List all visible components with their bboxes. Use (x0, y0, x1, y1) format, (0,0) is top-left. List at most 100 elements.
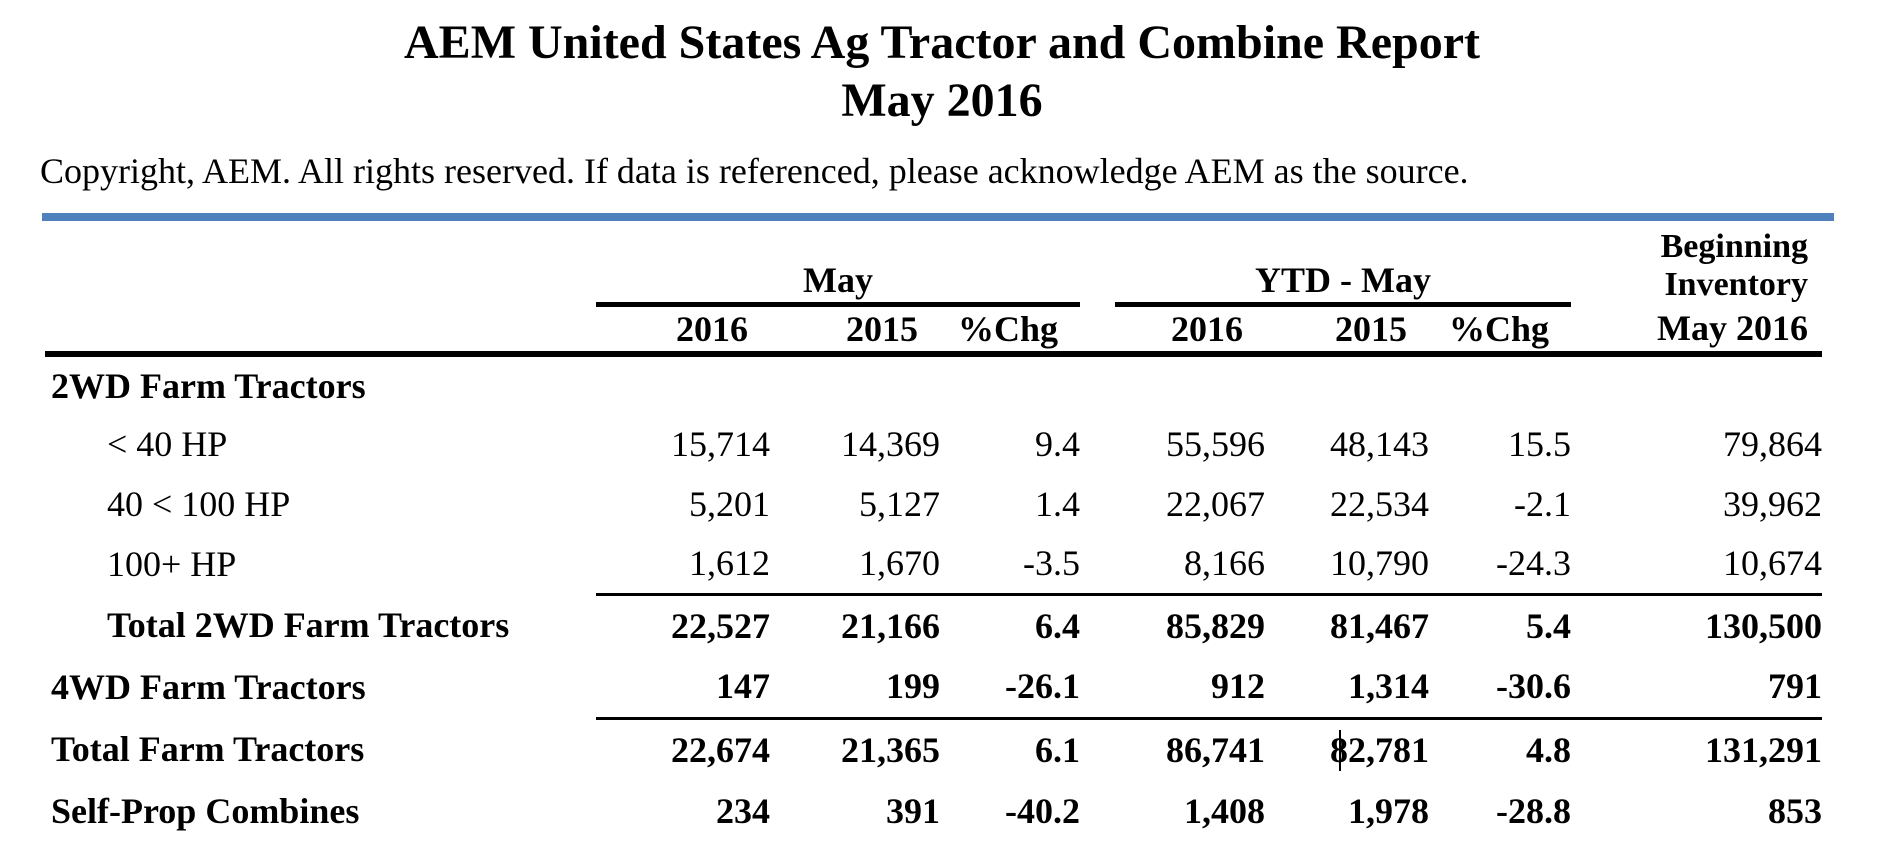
page-title: AEM United States Ag Tractor and Combine… (0, 14, 1884, 130)
column-gap (1080, 304, 1115, 357)
cell-ytd-chg: 5.4 (1429, 592, 1572, 656)
cell-may-2016: 5,201 (689, 484, 770, 524)
inventory-header-line1: Beginning (1660, 228, 1809, 265)
cell-may-2015: 1,670 (859, 543, 940, 584)
row-label: < 40 HP (107, 424, 228, 464)
column-gap (1080, 228, 1115, 304)
inventory-header-line2: Inventory (1664, 266, 1809, 303)
cell-ytd-2016: 8,166 (1184, 543, 1265, 584)
row-label: 40 < 100 HP (107, 484, 291, 524)
cell-may-2016: 22,527 (596, 592, 770, 656)
cell-may-2015: 21,166 (770, 592, 940, 656)
cell-ytd-2015 (1265, 354, 1429, 414)
cell-inventory: 791 (1768, 666, 1823, 707)
cell-may-2016: 15,714 (671, 424, 770, 464)
table-row-category-2wd: 2WD Farm Tractors (45, 354, 1822, 414)
column-gap (1080, 780, 1115, 842)
cell-may-2016 (596, 354, 770, 414)
cell-ytd-2016: 22,067 (1166, 484, 1265, 524)
column-gap (1080, 474, 1115, 534)
cell-may-chg: -40.2 (1005, 791, 1080, 831)
table-group-header-row: May YTD - May Beginning Inventory (45, 228, 1822, 307)
col-header-may-2016: 2016 (596, 304, 770, 357)
cell-ytd-2016 (1115, 354, 1265, 414)
cell-ytd-chg: -2.1 (1514, 484, 1572, 524)
cell-ytd-2015: 48,143 (1330, 424, 1429, 464)
cell-ytd-2015: 1,978 (1348, 791, 1429, 831)
row-label: 100+ HP (107, 544, 237, 584)
cell-may-2015: 21,365 (770, 716, 940, 780)
cell-ytd-chg (1429, 354, 1571, 414)
cell-may-chg: 9.4 (1035, 424, 1080, 464)
col-header-ytd-2016: 2016 (1115, 304, 1265, 357)
column-gap (1080, 414, 1115, 474)
column-group-ytd: YTD - May (1115, 228, 1572, 307)
cell-may-chg: -3.5 (1023, 543, 1080, 584)
accent-divider (42, 213, 1834, 221)
column-gap (1080, 592, 1115, 656)
table-column-header-row: 2016 2015 %Chg 2016 2015 %Chg May 2016 (45, 304, 1823, 357)
table-row-total-farm: Total Farm Tractors 22,674 21,365 6.1 86… (45, 716, 1823, 780)
label-column-header (45, 304, 596, 357)
cell-inventory: 853 (1768, 791, 1823, 831)
copyright-notice: Copyright, AEM. All rights reserved. If … (40, 151, 1469, 191)
text-cursor (1339, 729, 1341, 771)
cell-may-chg: 6.4 (940, 592, 1080, 656)
cell-may-2015: 199 (886, 666, 940, 707)
cell-may-2016: 234 (716, 791, 770, 831)
row-label: Total Farm Tractors (51, 729, 365, 769)
cell-may-chg: 1.4 (1035, 484, 1080, 524)
col-header-may-2015: 2015 (770, 304, 940, 357)
group-header-spacer (45, 228, 596, 304)
col-header-ytd-2015: 2015 (1265, 304, 1429, 357)
cell-ytd-chg: 15.5 (1508, 424, 1572, 464)
column-gap (1080, 716, 1115, 780)
cell-ytd-2016: 912 (1211, 666, 1265, 707)
cell-may-2016: 147 (716, 666, 770, 707)
cell-may-2016: 22,674 (596, 716, 770, 780)
table-row-combines: Self-Prop Combines 234 391 -40.2 1,408 1… (45, 780, 1822, 842)
column-gap (1080, 354, 1115, 414)
table-row-100hp-plus: 100+ HP 1,612 1,670 -3.5 8,166 10,790 -2… (45, 534, 1822, 594)
column-group-inventory: Beginning Inventory (1571, 228, 1822, 304)
report-table: May YTD - May Beginning Inventory 2016 2… (45, 228, 1823, 842)
cell-ytd-chg: -28.8 (1496, 791, 1572, 831)
cell-ytd-2015: 81,467 (1265, 592, 1429, 656)
cell-ytd-2015: 10,790 (1330, 543, 1429, 584)
column-group-may: May (596, 228, 1080, 307)
cell-may-2015: 391 (886, 791, 940, 831)
cell-ytd-2015: 82,781 (1265, 716, 1429, 780)
table-row-4wd: 4WD Farm Tractors 147 199 -26.1 912 1,31… (45, 656, 1822, 718)
row-label: Self-Prop Combines (51, 791, 360, 831)
cell-may-2015 (770, 354, 940, 414)
cell-may-2015: 5,127 (859, 484, 940, 524)
cell-ytd-2016: 85,829 (1115, 592, 1265, 656)
report-title: AEM United States Ag Tractor and Combine… (404, 16, 1480, 69)
cell-ytd-2016: 55,596 (1166, 424, 1265, 464)
row-label: 4WD Farm Tractors (51, 667, 366, 707)
cell-may-2015: 14,369 (841, 424, 940, 464)
table-row-total-2wd: Total 2WD Farm Tractors 22,527 21,166 6.… (45, 592, 1823, 656)
cell-inventory: 79,864 (1723, 424, 1823, 464)
cell-ytd-chg: -30.6 (1496, 666, 1572, 707)
cell-may-chg: -26.1 (1005, 666, 1080, 707)
cell-inventory: 131,291 (1571, 716, 1823, 780)
col-header-may-chg: %Chg (940, 304, 1080, 357)
col-header-ytd-chg: %Chg (1429, 304, 1572, 357)
report-subtitle: May 2016 (841, 74, 1043, 127)
cell-ytd-chg: 4.8 (1429, 716, 1572, 780)
cell-value: 82,781 (1330, 729, 1429, 770)
column-gap (1080, 656, 1115, 718)
column-gap (1080, 534, 1115, 594)
cell-may-2016: 1,612 (689, 543, 770, 584)
cell-ytd-2015: 1,314 (1348, 666, 1429, 707)
row-label: 2WD Farm Tractors (51, 365, 366, 406)
cell-ytd-2016: 86,741 (1115, 716, 1265, 780)
cell-inventory (1571, 354, 1822, 414)
row-label: Total 2WD Farm Tractors (107, 605, 510, 645)
cell-ytd-chg: -24.3 (1496, 543, 1572, 584)
cell-inventory: 130,500 (1571, 592, 1823, 656)
cell-may-chg: 6.1 (940, 716, 1080, 780)
cell-inventory: 39,962 (1723, 484, 1823, 524)
